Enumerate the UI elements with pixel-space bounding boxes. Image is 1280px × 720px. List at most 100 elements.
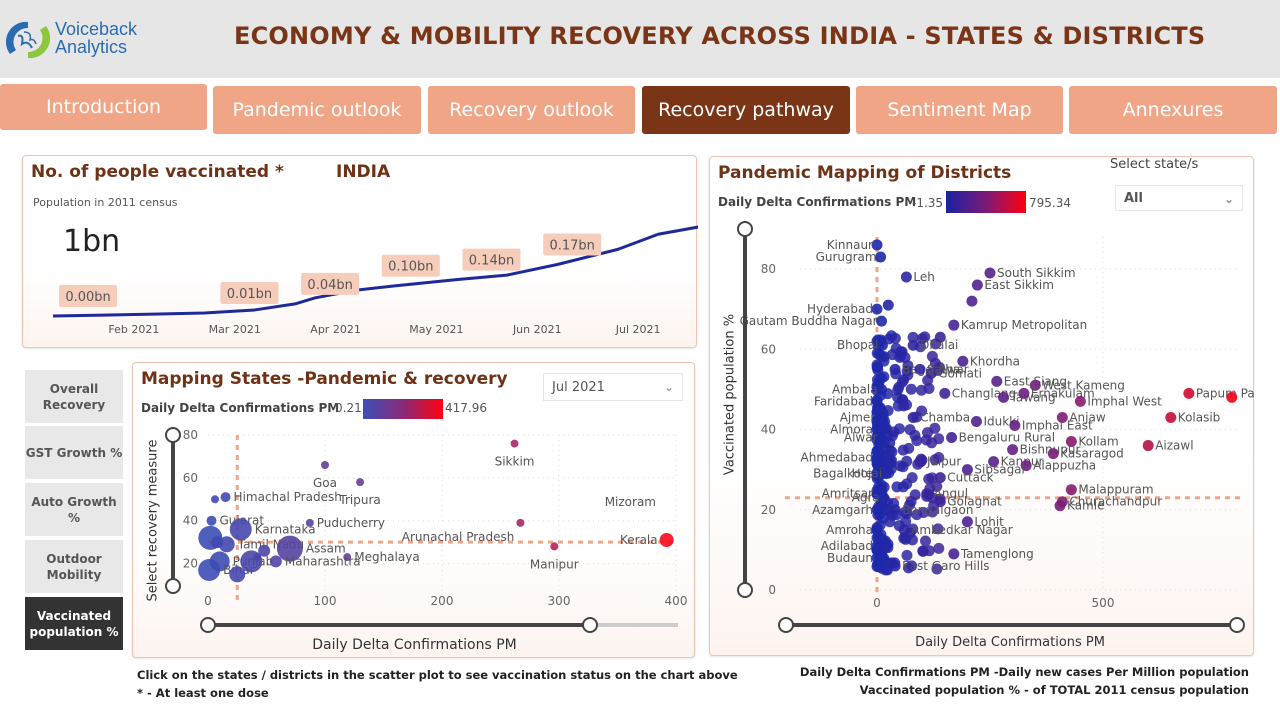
scatter-point xyxy=(258,544,271,557)
tab-pandemic-outlook[interactable]: Pandemic outlook xyxy=(213,86,421,134)
district-point xyxy=(871,468,883,480)
x-slider-handle xyxy=(582,617,598,633)
district-point xyxy=(876,383,888,395)
population-label: Population in 2011 census xyxy=(33,196,178,209)
district-label: Almora xyxy=(830,423,873,437)
district-point xyxy=(934,331,946,343)
district-label: Golaghat xyxy=(947,495,1002,509)
district-label: Kollam xyxy=(1078,435,1118,449)
district-point xyxy=(1142,440,1154,452)
district-point xyxy=(961,464,973,476)
voiceback-logo[interactable]: Voiceback Analytics xyxy=(2,16,152,64)
vaccination-line-chart[interactable]: Feb 2021 Mar 2021 Apr 2021 May 2021 Jun 2021… xyxy=(23,156,698,349)
district-point xyxy=(889,332,901,344)
states-legend-min: 0.21 xyxy=(335,401,362,415)
data-label: 0.00bn xyxy=(65,290,110,305)
district-point xyxy=(897,461,909,473)
district-label: Hojai xyxy=(852,467,882,481)
district-point xyxy=(926,506,938,518)
district-point xyxy=(907,331,919,343)
district-point xyxy=(932,523,944,535)
district-label: South Sikkim xyxy=(997,266,1076,280)
measure-vaccinated-population[interactable]: Vaccinated population % xyxy=(25,597,123,650)
x-tick-label: 300 xyxy=(548,594,571,608)
vaccination-panel: No. of people vaccinated * INDIA Populat… xyxy=(22,155,698,349)
district-point xyxy=(873,411,885,423)
district-point xyxy=(875,372,887,384)
district-point xyxy=(1018,387,1030,399)
logo-text: Voiceback Analytics xyxy=(55,20,137,56)
district-label: Lohit xyxy=(974,515,1004,529)
scatter-point xyxy=(198,559,221,581)
district-point xyxy=(961,516,973,528)
scatter-point xyxy=(356,478,365,487)
district-point xyxy=(1226,391,1238,403)
point-label: Maharashtra xyxy=(285,554,361,568)
district-label: Ambala xyxy=(832,382,878,396)
states-xlabel: Daily Delta Confirmations PM xyxy=(312,637,517,653)
district-point xyxy=(888,426,900,438)
district-point xyxy=(919,535,931,547)
tab-annexures[interactable]: Annexures xyxy=(1069,86,1277,134)
logo-line2: Analytics xyxy=(55,37,128,57)
tab-sentiment-map[interactable]: Sentiment Map xyxy=(856,86,1063,134)
district-label: Kolasib xyxy=(1178,410,1221,424)
tab-recovery-outlook[interactable]: Recovery outlook xyxy=(428,86,635,134)
district-point xyxy=(911,509,923,521)
district-point xyxy=(931,563,943,575)
district-point xyxy=(946,432,958,444)
district-point xyxy=(902,360,914,372)
district-point xyxy=(998,391,1010,403)
district-point xyxy=(1165,411,1177,423)
measure-gst-growth[interactable]: GST Growth % xyxy=(25,426,123,479)
district-point xyxy=(921,488,933,500)
district-label: Bagalkote xyxy=(813,467,873,481)
tab-recovery-pathway[interactable]: Recovery pathway xyxy=(642,86,850,134)
x-slider-handle xyxy=(1229,617,1245,633)
district-point xyxy=(871,561,883,573)
district-label: Leh xyxy=(913,270,934,284)
chevron-down-icon: ⌄ xyxy=(1223,192,1234,206)
measure-overall-recovery[interactable]: Overall Recovery xyxy=(25,370,123,423)
district-point xyxy=(901,549,913,561)
state-dropdown[interactable]: All ⌄ xyxy=(1115,185,1243,211)
district-label: Dhalai xyxy=(920,338,958,352)
month-dropdown[interactable]: Jul 2021 ⌄ xyxy=(543,373,683,401)
data-label: 0.10bn xyxy=(388,260,433,275)
measure-outdoor-mobility[interactable]: Outdoor Mobility xyxy=(25,540,123,593)
district-point xyxy=(907,411,919,423)
districts-xlabel: Daily Delta Confirmations PM xyxy=(915,635,1105,650)
district-point xyxy=(889,363,901,375)
data-label: 0.17bn xyxy=(549,239,594,254)
data-label-box xyxy=(543,233,602,256)
districts-color-scale xyxy=(946,191,1026,213)
districts-legend-label: Daily Delta Confirmations PM xyxy=(718,195,917,209)
district-point xyxy=(894,351,906,363)
dose-note: * - At least one dose xyxy=(137,686,269,700)
x-tick-label: Mar 2021 xyxy=(209,323,261,336)
district-point xyxy=(988,456,1000,468)
district-label: Anjaw xyxy=(1069,410,1106,424)
district-point xyxy=(900,515,912,527)
scatter-point xyxy=(516,518,525,527)
district-point xyxy=(970,415,982,427)
district-point xyxy=(871,239,883,251)
district-label: Saiha xyxy=(927,362,960,376)
district-point xyxy=(905,383,917,395)
district-point xyxy=(880,468,892,480)
district-label: Churachandpur xyxy=(1069,495,1162,509)
district-label: Adilabad xyxy=(821,539,873,553)
district-label: Ahmedabad xyxy=(801,451,873,465)
district-point xyxy=(926,350,938,362)
measure-auto-growth[interactable]: Auto Growth % xyxy=(25,483,123,536)
district-point xyxy=(875,251,887,263)
district-label: Papum Pare xyxy=(1196,386,1255,400)
district-point xyxy=(925,367,937,379)
x-tick-label: Jul 2021 xyxy=(615,323,661,336)
x-tick-label: 0 xyxy=(204,594,212,608)
district-point xyxy=(948,319,960,331)
tab-introduction[interactable]: Introduction xyxy=(0,84,207,130)
y-slider-handle xyxy=(737,582,753,598)
